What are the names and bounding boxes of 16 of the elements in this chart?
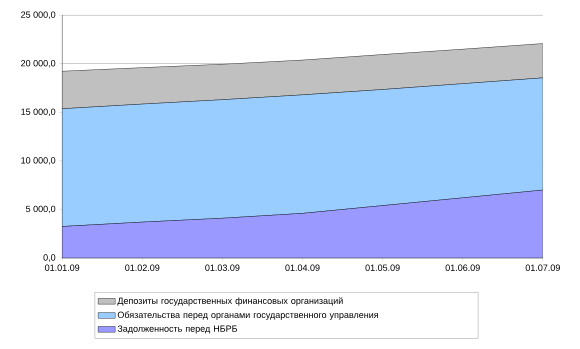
- legend-label: Задолженность перед НБРБ: [118, 325, 238, 334]
- x-tick-label: 01.01.09: [45, 264, 80, 271]
- x-tick-label: 01.02.09: [125, 264, 160, 271]
- y-tick-label: 5 000,0: [26, 206, 56, 214]
- x-tick-label: 01.05.09: [365, 264, 400, 271]
- y-tick-label: 25 000,0: [21, 11, 56, 19]
- y-tick-label: 10 000,0: [21, 157, 56, 165]
- x-tick-label: 01.03.09: [205, 264, 240, 271]
- y-tick-label: 15 000,0: [21, 108, 56, 116]
- legend-label: Обязательства перед органами государственного управления: [118, 311, 378, 320]
- y-tick-label: 0,0: [43, 254, 56, 262]
- y-tick-label: 20 000,0: [21, 60, 56, 68]
- legend-label: Депозиты государственных финансовых организаций: [117, 297, 343, 306]
- x-tick-label: 01.06.09: [446, 264, 480, 271]
- x-tick-label: 01.07.09: [526, 264, 560, 271]
- x-tick-label: 01.04.09: [285, 264, 320, 271]
